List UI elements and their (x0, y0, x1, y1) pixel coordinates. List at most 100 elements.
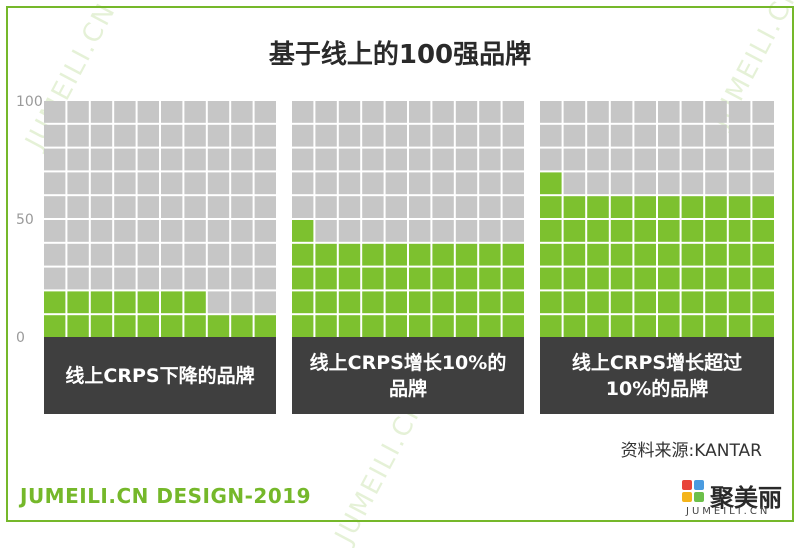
waffle-cell-filled (315, 243, 337, 266)
waffle-cell-empty (292, 196, 314, 218)
waffle-cell-empty (90, 172, 113, 195)
waffle-cell-filled (658, 291, 680, 314)
waffle-cell-filled (292, 243, 314, 266)
waffle-cell-empty (90, 148, 113, 171)
waffle-cell-empty (681, 124, 704, 147)
border-frame (6, 6, 794, 522)
waffle-cell-empty (67, 243, 89, 266)
waffle-cell-empty (231, 101, 253, 123)
waffle-cell-empty (338, 148, 361, 171)
waffle-cell-filled (502, 267, 524, 290)
waffle-cell-empty (231, 148, 253, 171)
waffle-cell-empty (385, 148, 407, 171)
waffle-cell-empty (44, 148, 66, 171)
waffle-cell-empty (207, 291, 230, 314)
waffle-cell-empty (563, 101, 586, 123)
waffle-cell-empty (90, 196, 113, 218)
waffle-cell-filled (432, 267, 454, 290)
waffle-cell-filled (610, 267, 633, 290)
logo-square (682, 480, 692, 490)
waffle-cell-filled (362, 315, 384, 337)
waffle-cell-filled (292, 315, 314, 337)
waffle-cell-empty (114, 148, 136, 171)
waffle-cell-filled (705, 220, 727, 242)
waffle-cell-filled (563, 315, 586, 337)
waffle-cell-empty (292, 148, 314, 171)
waffle-cell-empty (563, 124, 586, 147)
waffle-cell-empty (231, 267, 253, 290)
waffle-cell-empty (161, 267, 183, 290)
waffle-cell-filled (752, 220, 774, 242)
waffle-cell-filled (563, 243, 586, 266)
waffle-cell-empty (502, 101, 524, 123)
waffle-cell-empty (385, 124, 407, 147)
waffle-cell-empty (161, 124, 183, 147)
waffle-cell-filled (563, 267, 586, 290)
waffle-cell-empty (207, 220, 230, 242)
waffle-cell-empty (161, 220, 183, 242)
waffle-cell-empty (362, 196, 384, 218)
waffle-cell-empty (502, 124, 524, 147)
waffle-cell-empty (90, 267, 113, 290)
waffle-cell-filled (338, 267, 361, 290)
waffle-cell-empty (658, 148, 680, 171)
waffle-cell-filled (315, 267, 337, 290)
waffle-cell-empty (658, 101, 680, 123)
waffle-cell-filled (540, 243, 562, 266)
waffle-cell-filled (114, 291, 136, 314)
waffle-cell-filled (409, 291, 431, 314)
waffle-cell-filled (479, 291, 501, 314)
waffle-cell-empty (161, 243, 183, 266)
waffle-cell-empty (479, 124, 501, 147)
waffle-cell-empty (207, 172, 230, 195)
waffle-cell-filled (315, 315, 337, 337)
waffle-cell-empty (338, 196, 361, 218)
panel-caption: 线上CRPS增长超过 10%的品牌 (540, 337, 774, 414)
waffle-cell-filled (502, 315, 524, 337)
waffle-cell-filled (409, 243, 431, 266)
waffle-cell-filled (432, 291, 454, 314)
waffle-cell-empty (681, 101, 704, 123)
logo-square (694, 492, 704, 502)
waffle-cell-empty (67, 124, 89, 147)
waffle-cell-empty (432, 220, 454, 242)
waffle-cell-filled (752, 315, 774, 337)
waffle-cell-filled (455, 291, 478, 314)
waffle-cell-filled (634, 291, 656, 314)
waffle-cell-filled (432, 243, 454, 266)
waffle-cell-empty (44, 101, 66, 123)
waffle-cell-filled (634, 220, 656, 242)
waffle-cell-empty (705, 148, 727, 171)
waffle-cell-empty (184, 196, 206, 218)
waffle-cell-empty (114, 267, 136, 290)
waffle-cell-empty (231, 124, 253, 147)
waffle-cell-empty (184, 124, 206, 147)
waffle-cell-empty (338, 220, 361, 242)
waffle-cell-empty (207, 148, 230, 171)
waffle-cell-empty (479, 148, 501, 171)
waffle-cell-empty (752, 124, 774, 147)
waffle-cell-empty (254, 267, 276, 290)
waffle-cell-empty (479, 101, 501, 123)
waffle-cell-empty (563, 172, 586, 195)
waffle-cell-filled (610, 243, 633, 266)
logo-name: 聚美丽 (710, 484, 782, 512)
waffle-cell-filled (338, 291, 361, 314)
waffle-cell-empty (254, 124, 276, 147)
waffle-cell-empty (207, 267, 230, 290)
waffle-cell-empty (409, 220, 431, 242)
waffle-cell-empty (254, 172, 276, 195)
waffle-cell-filled (90, 315, 113, 337)
waffle-cell-empty (44, 196, 66, 218)
waffle-cell-filled (207, 315, 230, 337)
waffle-cell-filled (705, 315, 727, 337)
waffle-cell-empty (752, 172, 774, 195)
waffle-cell-empty (44, 172, 66, 195)
waffle-cell-filled (254, 315, 276, 337)
waffle-cell-empty (338, 172, 361, 195)
waffle-cell-filled (292, 291, 314, 314)
chart-title: 基于线上的100强品牌 (268, 40, 532, 70)
waffle-cell-empty (254, 196, 276, 218)
waffle-cell-filled (231, 315, 253, 337)
waffle-panel (44, 101, 276, 337)
